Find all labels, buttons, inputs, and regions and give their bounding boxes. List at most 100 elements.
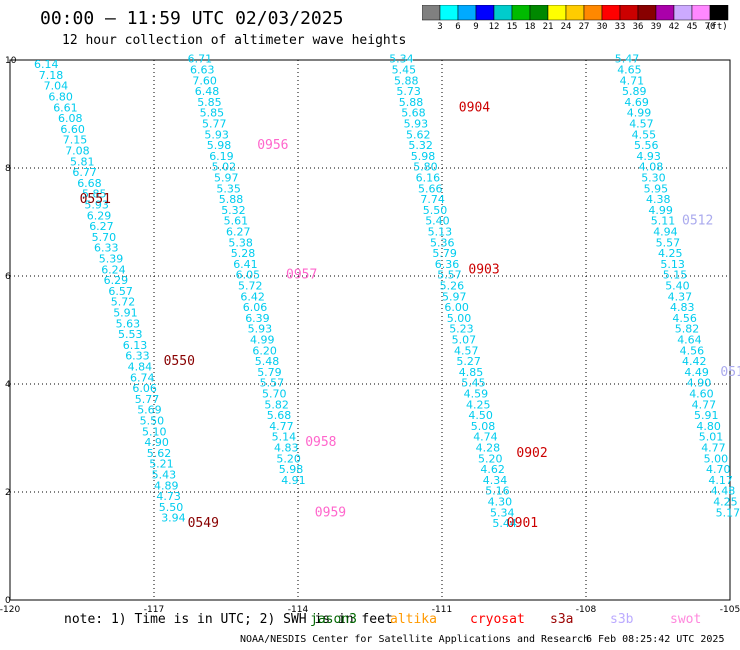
wave-height-label: 5.40: [425, 215, 450, 228]
wave-height-label: 5.36: [430, 236, 455, 249]
wave-height-label: 5.98: [207, 139, 232, 152]
colorbar: [422, 5, 729, 21]
wave-height-label: 4.90: [144, 436, 169, 449]
colorbar-tick-label: 12: [488, 22, 500, 32]
wave-height-label: 5.00: [704, 452, 729, 465]
wave-height-label: 6.20: [252, 344, 277, 357]
colorbar-tick-label: 39: [650, 22, 662, 32]
wave-height-label: 5.39: [99, 253, 124, 266]
wave-height-label: 6.63: [190, 64, 215, 77]
wave-height-label: 4.48: [711, 485, 736, 498]
wave-height-label: 5.30: [641, 172, 666, 185]
wave-height-label: 6.27: [89, 220, 114, 233]
wave-height-label: 4.89: [154, 479, 179, 492]
wave-height-label: 4.71: [620, 74, 645, 87]
wave-height-label: 4.37: [668, 290, 693, 303]
satellite-track: 5.345.455.885.735.885.685.935.625.325.98…: [389, 53, 517, 530]
wave-height-label: 5.07: [452, 334, 477, 347]
wave-height-label: 5.57: [437, 269, 462, 282]
wave-height-label: 5.80: [413, 161, 438, 174]
wave-height-label: 5.68: [401, 107, 426, 120]
wave-height-label: 5.72: [111, 296, 136, 309]
wave-height-label: 5.50: [140, 415, 165, 428]
wave-height-label: 5.20: [276, 452, 301, 465]
wave-height-label: 6.16: [416, 172, 441, 185]
wave-height-label: 4.65: [617, 64, 642, 77]
wave-height-label: 6.68: [77, 177, 102, 190]
wave-height-label: 4.56: [672, 312, 697, 325]
wave-height-label: 5.45: [392, 64, 417, 77]
wave-height-label: 5.32: [408, 139, 433, 152]
wave-height-label: 5.82: [675, 323, 700, 336]
wave-height-label: 5.79: [432, 247, 457, 260]
wave-height-label: 4.08: [639, 161, 664, 174]
wave-height-label: 7.60: [192, 74, 217, 87]
y-tick-label: 0: [5, 596, 11, 606]
wave-height-label: 5.88: [394, 74, 419, 87]
wave-height-label: 5.28: [231, 247, 256, 260]
wave-height-label: 5.88: [399, 96, 424, 109]
generated-timestamp: 6 Feb 08:25:42 UTC 2025: [586, 634, 725, 645]
wave-height-label: 6.06: [132, 382, 157, 395]
wave-height-label: 4.42: [682, 355, 707, 368]
wave-height-label: 4.59: [464, 388, 489, 401]
wave-height-label: 5.20: [478, 452, 503, 465]
legend-entry-s3a: s3a: [550, 612, 574, 627]
x-tick-label: -117: [144, 605, 164, 612]
wave-height-label: 4.49: [684, 366, 709, 379]
wave-height-label: 5.47: [615, 53, 640, 66]
wave-height-label: 4.99: [648, 204, 673, 217]
wave-height-label: 4.77: [269, 420, 294, 433]
colorbar-tick-label: 27: [578, 22, 590, 32]
wave-height-label: 4.28: [476, 442, 501, 455]
wave-height-label: 5.43: [152, 469, 177, 482]
wave-height-label: 5.81: [70, 155, 95, 168]
wave-height-label: 6.00: [444, 301, 469, 314]
wave-height-label: 5.57: [656, 236, 681, 249]
wave-height-label: 4.62: [480, 463, 505, 476]
wave-height-label: 4.25: [658, 247, 683, 260]
wave-height-label: 4.99: [627, 107, 652, 120]
pass-time-label: 0958: [305, 435, 336, 450]
pass-time-label: 0902: [516, 446, 547, 461]
wave-height-label: 7.04: [44, 80, 69, 93]
credit-line: NOAA/NESDIS Center for Satellite Applica…: [240, 634, 590, 645]
colorbar-tick-label: 21: [542, 22, 554, 32]
wave-height-label: 5.85: [197, 96, 222, 109]
wave-height-label: 6.33: [125, 350, 150, 363]
wave-height-label: 6.05: [236, 269, 261, 282]
wave-height-label: 5.98: [411, 150, 436, 163]
wave-height-label: 6.14: [34, 58, 59, 71]
wave-height-label: 5.08: [471, 420, 496, 433]
colorbar-tick-label: 70: [704, 22, 716, 32]
colorbar-tick-label: 18: [524, 22, 536, 32]
wave-height-label: 5.01: [699, 431, 724, 444]
wave-height-label: 7.08: [65, 145, 90, 158]
page-subtitle: 12 hour collection of altimeter wave hei…: [62, 33, 407, 48]
footer-note: note: 1) Time is in UTC; 2) SWH is in fe…: [64, 612, 393, 627]
wave-height-label: 4.64: [677, 334, 702, 347]
colorbar-swatch: [709, 5, 729, 21]
wave-height-label: 7.15: [63, 134, 88, 147]
wave-height-label: 5.93: [404, 118, 429, 131]
wave-height-label: 5.93: [84, 199, 109, 212]
wave-height-label: 3.94: [161, 512, 186, 525]
pass-time-label: 0903: [468, 262, 499, 277]
wave-height-label: 5.21: [149, 458, 174, 471]
wave-height-label: 5.66: [418, 182, 443, 195]
wave-height-label: 5.11: [651, 215, 676, 228]
colorbar-unit: (ft): [706, 22, 728, 32]
plot-frame: [9, 59, 731, 601]
wave-height-label: 5.16: [485, 485, 510, 498]
wave-height-label: 5.23: [449, 323, 474, 336]
wave-height-label: 7.18: [39, 69, 64, 82]
wave-height-label: 5.13: [428, 226, 453, 239]
wave-height-label: 5.34: [389, 53, 414, 66]
wave-height-label: 6.74: [130, 371, 155, 384]
wave-height-label: 6.42: [240, 290, 265, 303]
wave-height-label: 5.14: [272, 431, 297, 444]
y-tick-label: 2: [5, 488, 11, 498]
pass-time-label: 0551: [80, 192, 111, 207]
legend-entry-jason3: jason3: [310, 612, 357, 627]
wave-height-label: 5.50: [423, 204, 448, 217]
